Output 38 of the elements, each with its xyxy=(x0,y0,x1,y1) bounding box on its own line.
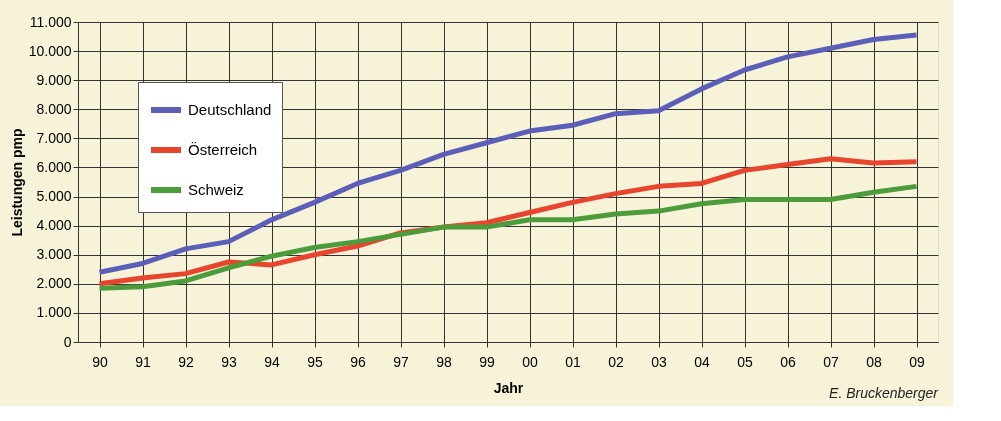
y-tick-label: 5.000 xyxy=(36,188,72,205)
y-tick-label: 2.000 xyxy=(36,275,72,292)
y-tick-label: 9.000 xyxy=(36,71,72,88)
x-tick-label: 99 xyxy=(479,353,495,370)
x-tick-label: 05 xyxy=(737,353,753,370)
y-axis-title: Leistungen pmp xyxy=(8,128,25,237)
x-tick-label: 91 xyxy=(135,353,151,370)
x-tick-label: 00 xyxy=(522,353,538,370)
x-tick-label: 03 xyxy=(651,353,667,370)
x-tick-label: 93 xyxy=(221,353,237,370)
x-tick-label: 04 xyxy=(694,353,710,370)
y-tick-label: 7.000 xyxy=(36,129,72,146)
legend-label: Deutschland xyxy=(188,101,272,118)
x-tick-label: 01 xyxy=(565,353,581,370)
text: E. Bruckenberger xyxy=(829,385,940,401)
x-tick-label: 92 xyxy=(178,353,194,370)
legend-label: Österreich xyxy=(188,141,258,158)
x-tick-label: 09 xyxy=(909,353,925,370)
y-tick-label: 3.000 xyxy=(36,246,72,263)
x-tick-label: 95 xyxy=(307,353,323,370)
x-tick-label: 94 xyxy=(264,353,280,370)
y-tick-label: 1.000 xyxy=(36,304,72,321)
y-tick-label: 6.000 xyxy=(36,158,72,175)
x-tick-label: 07 xyxy=(823,353,839,370)
x-tick-label: 90 xyxy=(92,353,108,370)
y-tick-label: 4.000 xyxy=(36,217,72,234)
x-tick-label: 97 xyxy=(393,353,409,370)
y-tick-label: 0 xyxy=(63,333,72,350)
x-tick-label: 06 xyxy=(780,353,796,370)
y-tick-label: 8.000 xyxy=(36,100,72,117)
legend-label: Schweiz xyxy=(188,181,244,198)
y-tick-label: 10.000 xyxy=(28,42,72,59)
x-tick-label: 02 xyxy=(608,353,624,370)
y-tick-label: 11.000 xyxy=(29,13,72,30)
x-tick-label: 96 xyxy=(350,353,366,370)
x-axis-title: Jahr xyxy=(493,379,524,396)
x-tick-label: 08 xyxy=(866,353,882,370)
x-tick-label: 98 xyxy=(436,353,452,370)
